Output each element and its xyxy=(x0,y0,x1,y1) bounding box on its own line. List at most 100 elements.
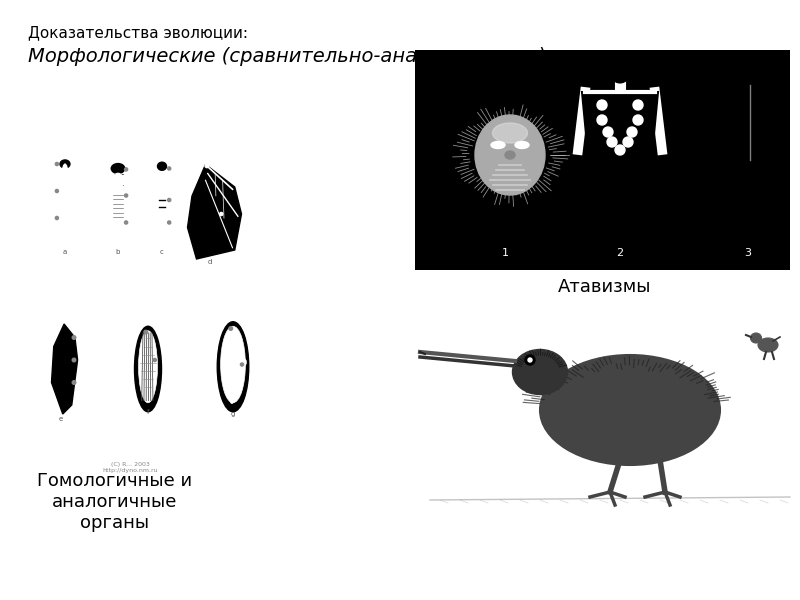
Ellipse shape xyxy=(230,359,233,365)
Text: (C) R... 2003
http://dyno.nm.ru: (C) R... 2003 http://dyno.nm.ru xyxy=(102,462,158,473)
Circle shape xyxy=(55,163,58,166)
Ellipse shape xyxy=(240,374,244,381)
Ellipse shape xyxy=(234,344,238,350)
Ellipse shape xyxy=(230,397,234,404)
Circle shape xyxy=(125,168,128,171)
Text: Атавизмы: Атавизмы xyxy=(558,278,652,296)
Ellipse shape xyxy=(225,359,229,365)
Circle shape xyxy=(607,137,617,147)
Circle shape xyxy=(241,363,243,366)
Ellipse shape xyxy=(226,382,230,388)
Ellipse shape xyxy=(238,344,242,350)
Text: 3: 3 xyxy=(745,248,751,258)
Text: a: a xyxy=(63,249,67,255)
Ellipse shape xyxy=(233,336,237,343)
Ellipse shape xyxy=(606,54,634,86)
Ellipse shape xyxy=(221,326,246,403)
Circle shape xyxy=(528,358,532,362)
Ellipse shape xyxy=(134,326,162,412)
Text: c: c xyxy=(160,249,164,255)
Polygon shape xyxy=(726,85,766,170)
Ellipse shape xyxy=(230,382,234,388)
Circle shape xyxy=(72,358,76,362)
Ellipse shape xyxy=(218,322,249,412)
Ellipse shape xyxy=(493,123,527,143)
Circle shape xyxy=(615,145,625,155)
Ellipse shape xyxy=(236,374,239,381)
Text: e: e xyxy=(58,416,62,422)
Circle shape xyxy=(168,199,170,202)
Circle shape xyxy=(153,358,156,362)
Text: g: g xyxy=(231,411,235,417)
Ellipse shape xyxy=(238,359,242,365)
Ellipse shape xyxy=(159,182,165,227)
Circle shape xyxy=(55,217,58,220)
Ellipse shape xyxy=(70,232,72,241)
Ellipse shape xyxy=(67,232,69,243)
Polygon shape xyxy=(51,324,78,414)
Text: 2: 2 xyxy=(617,248,623,258)
Ellipse shape xyxy=(158,162,166,170)
Ellipse shape xyxy=(138,331,158,403)
Circle shape xyxy=(229,326,233,330)
Text: b: b xyxy=(116,249,120,255)
Ellipse shape xyxy=(491,142,505,148)
Ellipse shape xyxy=(117,221,119,242)
Ellipse shape xyxy=(61,232,62,243)
Ellipse shape xyxy=(111,164,125,173)
Ellipse shape xyxy=(111,190,125,219)
Ellipse shape xyxy=(609,57,631,83)
FancyBboxPatch shape xyxy=(430,360,790,530)
Ellipse shape xyxy=(515,142,529,148)
Polygon shape xyxy=(582,92,658,155)
Ellipse shape xyxy=(226,367,230,373)
Ellipse shape xyxy=(236,390,239,396)
Text: Доказательства эволюции:: Доказательства эволюции: xyxy=(28,25,248,40)
Text: (C) EA & Sable 2003
http://dyno.nm.ru: (C) EA & Sable 2003 http://dyno.nm.ru xyxy=(581,505,659,524)
Text: Рудименты: Рудименты xyxy=(448,382,554,400)
Ellipse shape xyxy=(158,227,166,236)
Ellipse shape xyxy=(233,352,237,358)
Ellipse shape xyxy=(758,338,778,352)
Ellipse shape xyxy=(110,221,113,238)
Circle shape xyxy=(125,194,128,197)
Ellipse shape xyxy=(231,374,235,381)
Text: Морфологические (сравнительно-анатомические): Морфологические (сравнительно-анатомичес… xyxy=(28,47,546,66)
Ellipse shape xyxy=(750,333,762,343)
Ellipse shape xyxy=(243,359,246,365)
Ellipse shape xyxy=(231,390,235,396)
Circle shape xyxy=(144,330,147,334)
Ellipse shape xyxy=(234,329,237,335)
Ellipse shape xyxy=(120,221,122,239)
Ellipse shape xyxy=(112,173,124,189)
Ellipse shape xyxy=(235,382,238,388)
Ellipse shape xyxy=(230,344,233,350)
Ellipse shape xyxy=(235,367,238,373)
Circle shape xyxy=(627,127,637,137)
Ellipse shape xyxy=(60,160,70,168)
Ellipse shape xyxy=(122,221,125,236)
Circle shape xyxy=(633,100,643,110)
Ellipse shape xyxy=(61,222,69,227)
Ellipse shape xyxy=(62,164,68,187)
Ellipse shape xyxy=(238,352,241,358)
Text: d: d xyxy=(208,259,212,265)
Ellipse shape xyxy=(736,56,760,84)
Ellipse shape xyxy=(58,232,59,241)
Ellipse shape xyxy=(540,355,720,465)
Ellipse shape xyxy=(226,374,230,381)
Ellipse shape xyxy=(513,349,567,395)
Ellipse shape xyxy=(239,367,243,373)
Ellipse shape xyxy=(475,115,545,195)
FancyBboxPatch shape xyxy=(415,50,790,270)
Text: f: f xyxy=(146,409,150,415)
Ellipse shape xyxy=(64,232,66,244)
Text: 1: 1 xyxy=(502,248,509,258)
Circle shape xyxy=(168,167,170,170)
Ellipse shape xyxy=(114,221,116,241)
Circle shape xyxy=(55,190,58,193)
Circle shape xyxy=(205,164,209,167)
Circle shape xyxy=(72,380,76,385)
Circle shape xyxy=(597,115,607,125)
Ellipse shape xyxy=(505,151,515,159)
